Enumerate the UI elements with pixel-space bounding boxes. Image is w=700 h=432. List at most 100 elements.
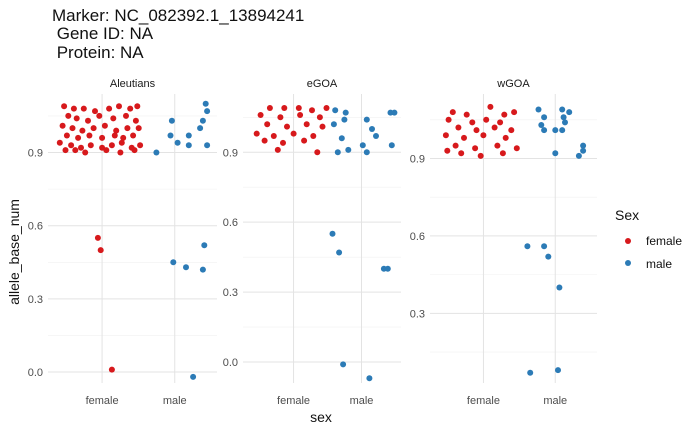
data-point-female — [473, 127, 480, 134]
x-tick-label: female — [277, 395, 310, 407]
data-point-male — [552, 127, 559, 134]
data-point-male — [524, 243, 531, 250]
data-point-male — [559, 127, 566, 134]
x-tick-label: female — [467, 395, 500, 407]
data-point-male — [541, 127, 548, 134]
y-tick-label: 0.0 — [223, 357, 238, 369]
data-point-male — [183, 264, 189, 271]
data-point-male — [580, 142, 587, 149]
data-point-female — [106, 105, 113, 112]
data-point-female — [444, 147, 451, 154]
y-tick-label: 0.6 — [28, 221, 43, 233]
data-point-male — [202, 100, 209, 107]
data-point-female — [266, 105, 273, 111]
x-tick-label: male — [350, 395, 374, 407]
data-point-male — [552, 150, 559, 157]
data-point-female — [117, 149, 124, 156]
data-point-female — [85, 117, 91, 124]
data-point-female — [491, 124, 498, 131]
strip-label: eGOA — [307, 78, 338, 90]
data-point-male — [363, 116, 370, 123]
chart-title-marker: Marker: NC_082392.1_13894241 — [52, 6, 305, 25]
x-tick-label: female — [86, 395, 119, 407]
y-tick-label: 0.6 — [410, 231, 425, 243]
data-point-female — [65, 112, 72, 119]
data-point-female — [502, 134, 509, 141]
data-point-male — [363, 149, 370, 156]
data-point-male — [190, 373, 197, 380]
data-point-female — [497, 119, 504, 126]
data-point-female — [281, 105, 288, 111]
data-point-female — [257, 112, 264, 118]
data-point-female — [442, 132, 449, 139]
chart-title-gene-id: Gene ID: NA — [52, 24, 154, 43]
panel-aleutians: 0.0 0.3 0.6 0.9 female male Aleutians — [28, 78, 217, 407]
data-point-male — [199, 266, 206, 273]
data-point-female — [62, 147, 69, 154]
data-point-male — [345, 146, 352, 153]
data-point-female — [499, 150, 506, 157]
data-point-female — [108, 366, 115, 373]
data-point-female — [80, 105, 87, 112]
strip-label: Aleutians — [110, 78, 156, 90]
data-point-female — [120, 134, 127, 141]
data-point-female — [99, 134, 106, 141]
data-point-male — [185, 142, 192, 149]
data-point-female — [132, 117, 139, 124]
data-point-female — [511, 109, 518, 116]
data-point-male — [575, 152, 582, 159]
data-point-male — [341, 116, 348, 123]
data-point-female — [130, 132, 137, 139]
data-point-female — [63, 132, 70, 139]
data-point-male — [535, 106, 542, 113]
data-point-female — [316, 114, 323, 121]
data-point-female — [445, 116, 452, 123]
legend: Sex female male — [615, 207, 682, 271]
data-point-female — [134, 103, 141, 110]
legend-label-female: female — [646, 234, 682, 248]
data-point-male — [340, 361, 347, 368]
data-point-female — [101, 122, 108, 129]
data-point-female — [68, 142, 75, 149]
y-tick-label: 0.6 — [223, 217, 238, 229]
data-point-female — [264, 121, 271, 128]
data-point-female — [472, 145, 479, 152]
data-point-male — [541, 114, 548, 121]
data-point-female — [131, 147, 138, 154]
y-tick-label: 0.3 — [223, 287, 238, 299]
data-point-female — [70, 105, 77, 112]
data-point-female — [284, 123, 290, 130]
data-point-female — [477, 152, 484, 159]
data-point-female — [452, 142, 459, 149]
data-point-female — [513, 145, 520, 152]
data-point-male — [167, 132, 174, 139]
data-point-male — [369, 126, 375, 132]
data-point-female — [301, 137, 308, 144]
data-point-female — [59, 122, 66, 129]
data-point-male — [330, 121, 337, 128]
data-point-male — [555, 367, 561, 374]
data-point-male — [359, 142, 366, 149]
data-point-female — [78, 144, 84, 151]
data-point-male — [560, 114, 567, 121]
data-point-female — [75, 134, 82, 141]
data-point-female — [501, 111, 508, 118]
data-point-female — [261, 137, 268, 144]
x-tick-label: male — [543, 395, 567, 407]
data-point-female — [449, 109, 456, 116]
data-point-female — [61, 103, 68, 110]
data-point-male — [541, 243, 548, 250]
data-point-male — [391, 109, 398, 116]
data-point-female — [123, 112, 129, 119]
data-point-female — [108, 142, 115, 149]
data-point-male — [185, 132, 192, 139]
data-point-female — [90, 125, 97, 132]
data-point-female — [97, 247, 104, 254]
x-axis-title: sex — [310, 409, 332, 425]
y-tick-label: 0.9 — [223, 147, 238, 159]
data-point-female — [116, 103, 122, 110]
data-point-male — [204, 108, 211, 115]
data-point-female — [118, 139, 125, 146]
data-point-female — [494, 142, 501, 149]
